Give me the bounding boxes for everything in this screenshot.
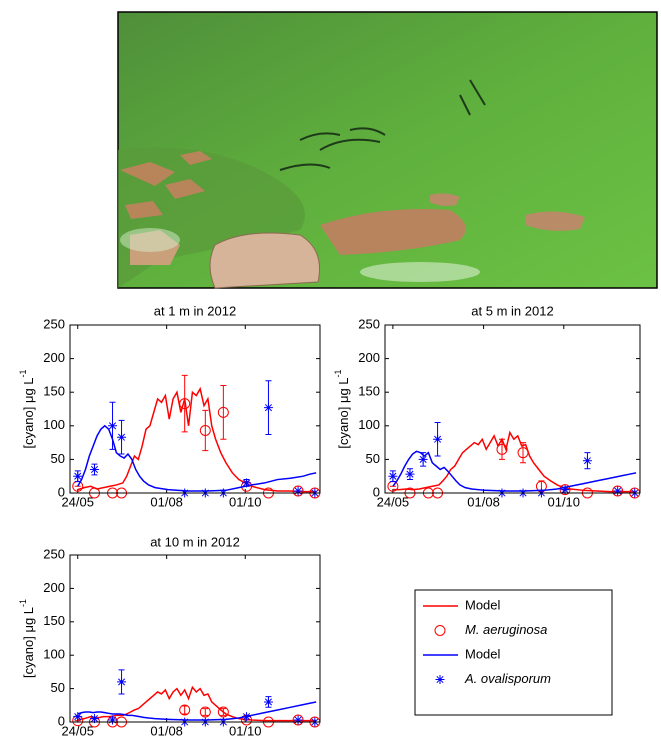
y-tick-label: 50 [51, 451, 65, 466]
photo [117, 11, 658, 289]
y-axis-label-superscript: -1 [18, 599, 28, 607]
y-axis-label-text: [cyano] μg L [21, 377, 36, 448]
observation-marker [179, 398, 191, 410]
y-tick-label: 250 [43, 316, 65, 331]
chart-title: at 10 m in 2012 [150, 534, 240, 549]
error-bar [181, 374, 188, 433]
y-tick-label: 150 [43, 384, 65, 399]
y-axis-label-text: [cyano] μg L [336, 377, 351, 448]
x-tick-label: 01/08 [150, 494, 183, 509]
error-bar [220, 384, 227, 440]
legend-label: A. ovalisporum [464, 671, 551, 686]
observation-marker [418, 454, 428, 464]
x-tick-label: 01/10 [547, 494, 580, 509]
legend-swatch [434, 625, 446, 636]
observation-marker [433, 434, 443, 444]
x-tick-label: 01/08 [150, 723, 183, 738]
x-tick-label: 01/08 [467, 494, 500, 509]
error-bar [520, 442, 527, 464]
y-tick-label: 100 [43, 647, 65, 662]
model-line [77, 386, 317, 493]
y-axis-label: [cyano] μg L-1 [18, 369, 36, 448]
y-tick-label: 250 [43, 546, 65, 561]
observation-marker [117, 432, 127, 442]
observation-marker [73, 471, 83, 481]
y-axis-label-superscript: -1 [333, 369, 343, 377]
x-tick-label: 24/05 [377, 494, 410, 509]
observation-marker [108, 715, 118, 725]
y-tick-label: 200 [358, 350, 380, 365]
chart-title: at 5 m in 2012 [471, 303, 553, 318]
y-tick-label: 0 [58, 484, 65, 499]
model-line [392, 430, 637, 493]
axes-box [384, 324, 641, 494]
observation-marker [405, 469, 415, 479]
observation-marker [613, 486, 623, 496]
observation-marker [560, 485, 570, 495]
y-tick-label: 100 [358, 417, 380, 432]
y-axis-label-text: [cyano] μg L [21, 607, 36, 678]
observation-marker [89, 714, 99, 724]
y-tick-label: 200 [43, 580, 65, 595]
model-line [392, 450, 637, 492]
observation-marker [89, 464, 99, 474]
observation-marker [292, 485, 304, 497]
observation-marker [293, 486, 303, 496]
observation-marker [242, 712, 252, 722]
observation-marker [559, 484, 571, 496]
observation-marker [263, 403, 273, 413]
model-line [77, 701, 317, 721]
axes-box [69, 324, 321, 494]
x-tick-label: 01/10 [229, 723, 262, 738]
observation-marker [293, 715, 303, 725]
y-tick-label: 150 [43, 613, 65, 628]
y-tick-label: 250 [358, 316, 380, 331]
x-tick-label: 24/05 [61, 494, 94, 509]
observation-marker [179, 704, 191, 716]
x-tick-label: 01/10 [229, 494, 262, 509]
observation-marker [292, 714, 304, 726]
observation-marker [73, 712, 83, 722]
y-axis-label-superscript: -1 [18, 369, 28, 377]
error-bar [202, 409, 209, 452]
y-axis-label: [cyano] μg L-1 [18, 599, 36, 678]
observation-marker [199, 706, 211, 718]
observation-marker [108, 421, 118, 431]
error-bar [202, 708, 209, 716]
error-bar [220, 708, 227, 716]
legend-label: Model [465, 646, 501, 661]
error-bar [181, 705, 188, 715]
y-tick-label: 200 [43, 350, 65, 365]
axes-box [69, 554, 321, 723]
legend-box [414, 589, 613, 716]
x-tick-label: 24/05 [61, 723, 94, 738]
model-line [77, 685, 317, 722]
legend-label: Model [465, 597, 501, 612]
observation-marker [517, 447, 529, 459]
y-tick-label: 50 [51, 680, 65, 695]
legend-swatch [435, 675, 445, 684]
y-tick-label: 50 [366, 451, 380, 466]
observation-marker [263, 697, 273, 707]
observation-marker [117, 677, 127, 687]
y-tick-label: 150 [358, 384, 380, 399]
observation-marker [199, 425, 211, 437]
y-axis-label: [cyano] μg L-1 [333, 369, 351, 448]
y-tick-label: 0 [373, 484, 380, 499]
observation-marker [217, 706, 229, 718]
observation-marker [612, 485, 624, 497]
chart-title: at 1 m in 2012 [154, 303, 236, 318]
observation-marker [388, 471, 398, 481]
observation-marker [496, 443, 508, 455]
model-line [77, 424, 317, 492]
observation-marker [217, 406, 229, 418]
legend-label: M. aeruginosa [465, 622, 547, 637]
error-bar [498, 438, 505, 460]
y-tick-label: 100 [43, 417, 65, 432]
observation-marker [582, 456, 592, 466]
observation-marker [242, 478, 252, 488]
y-tick-label: 0 [58, 713, 65, 728]
